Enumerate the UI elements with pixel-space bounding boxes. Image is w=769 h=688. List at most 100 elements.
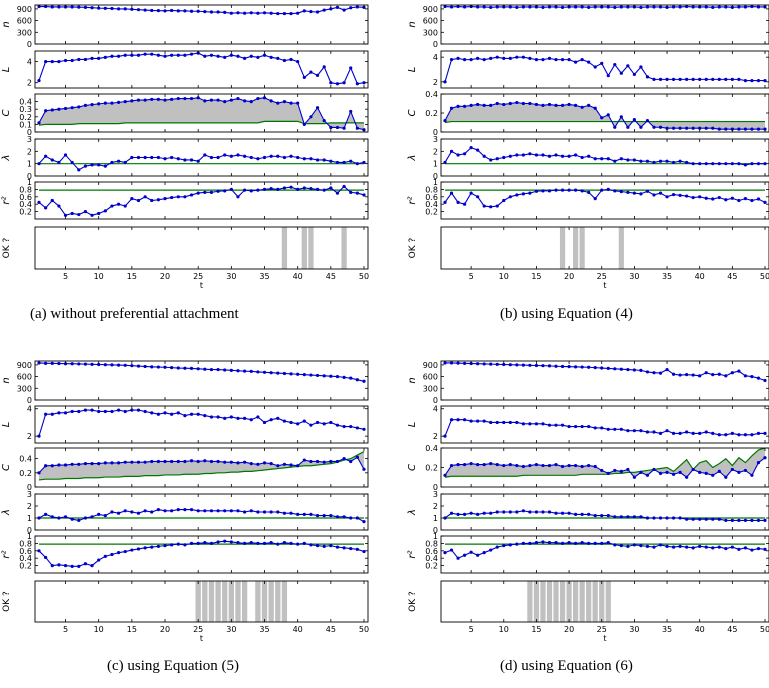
data-point (296, 187, 300, 191)
data-point (37, 471, 41, 475)
data-point (698, 162, 702, 166)
data-point (209, 190, 214, 194)
axes-frame (34, 405, 369, 444)
data-point (652, 160, 656, 165)
series-line (444, 146, 765, 166)
data-point (756, 197, 761, 201)
data-point (724, 518, 728, 523)
data-point (724, 127, 728, 131)
axes-frame (440, 138, 769, 177)
data-point (156, 412, 160, 416)
data-point (243, 541, 247, 546)
subplot-c-3: λ 0 1 2 3 (1, 490, 369, 535)
data-point (750, 518, 754, 523)
data-point (685, 77, 689, 81)
xtick-label: 45 (326, 272, 336, 281)
panel-c: n0300600900L24C00.20.4λ0123r²0.20.40.60.… (1, 360, 369, 643)
data-point (469, 146, 473, 150)
data-point (315, 420, 320, 425)
data-point (730, 518, 734, 523)
ylabel-d-0: n (407, 377, 418, 383)
data-point (704, 5, 708, 9)
data-point (495, 204, 499, 208)
data-point (349, 376, 353, 380)
data-point (541, 540, 545, 544)
data-point (508, 363, 512, 367)
data-point (658, 191, 663, 195)
data-point (489, 462, 493, 466)
data-point (671, 77, 676, 81)
data-point (626, 467, 630, 472)
data-point (469, 419, 473, 423)
ylabel-b-3: λ (407, 155, 418, 162)
data-point (658, 77, 663, 81)
data-point (236, 96, 240, 101)
data-point (236, 54, 240, 58)
data-point (469, 511, 473, 515)
data-point (685, 194, 689, 198)
data-point (110, 363, 114, 367)
data-point (57, 516, 61, 520)
ok-bar (618, 227, 624, 269)
subplot-c-1: L 2 4 (1, 405, 369, 444)
data-point (183, 96, 187, 101)
data-point (574, 60, 578, 64)
data-point (547, 154, 552, 158)
xtick-label: 35 (662, 625, 672, 634)
data-point (645, 370, 650, 374)
data-point (223, 416, 227, 420)
data-point (216, 10, 220, 14)
data-point (322, 8, 326, 12)
data-point (665, 195, 669, 199)
data-point (309, 423, 313, 427)
data-point (342, 457, 346, 461)
data-point (691, 546, 695, 550)
data-point (502, 102, 506, 107)
data-point (183, 508, 187, 512)
data-point (515, 55, 519, 59)
data-point (482, 103, 486, 107)
data-point (639, 159, 643, 163)
data-point (711, 517, 715, 521)
data-point (613, 468, 617, 473)
xtick-label: 25 (193, 625, 203, 634)
xtick-label: 50 (760, 272, 769, 281)
ok-bar (268, 581, 274, 622)
data-point (97, 163, 101, 167)
data-point (236, 461, 240, 465)
data-point (355, 82, 359, 86)
data-point (678, 159, 682, 163)
data-point (123, 160, 127, 165)
data-point (528, 422, 532, 426)
data-point (443, 516, 447, 520)
data-point (90, 56, 94, 61)
data-point (322, 514, 326, 518)
data-point (606, 366, 610, 371)
data-point (534, 102, 539, 107)
data-point (276, 154, 280, 158)
axes-frame (440, 447, 769, 488)
data-point (262, 420, 267, 425)
data-point (652, 193, 656, 197)
data-point (50, 158, 54, 162)
data-point (541, 5, 545, 9)
data-point (143, 364, 147, 369)
data-point (737, 162, 741, 166)
data-point (282, 462, 287, 466)
ytick-label: 0.8 (425, 185, 438, 194)
data-point (57, 563, 61, 567)
data-point (560, 464, 565, 469)
data-point (57, 107, 61, 111)
data-point (203, 413, 207, 418)
data-point (750, 5, 754, 9)
data-point (282, 541, 287, 545)
xtick-label: 20 (160, 272, 170, 281)
data-point (671, 5, 676, 9)
data-point (593, 464, 597, 469)
data-point (671, 516, 676, 520)
xtick-label: 40 (293, 272, 303, 281)
data-point (685, 475, 689, 479)
data-point (600, 468, 604, 473)
data-point (136, 8, 141, 12)
xtick-label: 5 (63, 625, 68, 634)
